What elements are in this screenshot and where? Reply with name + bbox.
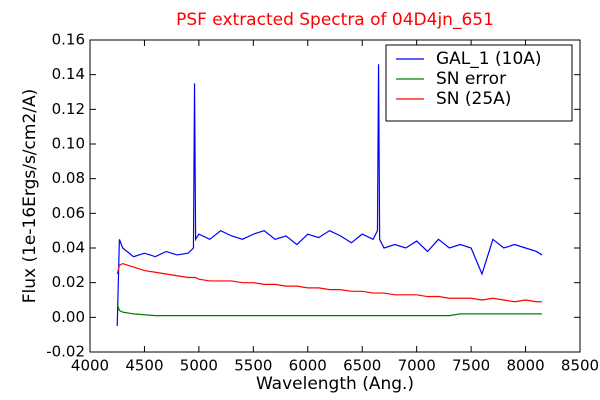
legend-label: SN error [436, 69, 506, 89]
y-tick-label: 0.02 [52, 273, 85, 291]
plot-frame [89, 39, 581, 353]
series-line [116, 64, 543, 327]
y-tick-label: 0.14 [52, 65, 85, 83]
y-tick-label: 0.12 [52, 100, 85, 118]
x-tick-label: 5000 [180, 357, 218, 375]
y-tick-label: 0.10 [52, 135, 85, 153]
y-tick-label: -0.02 [46, 343, 85, 361]
x-tick-label: 4500 [125, 357, 163, 375]
x-tick-label: 7000 [398, 357, 436, 375]
series-line [116, 303, 542, 317]
y-tick-label: 0.00 [52, 308, 85, 326]
y-tick-label: 0.06 [52, 204, 85, 222]
chart-title: PSF extracted Spectra of 04D4jn_651 [176, 10, 494, 30]
x-tick-label: 8000 [506, 357, 544, 375]
x-tick-label: 7500 [452, 357, 490, 375]
x-tick-label: 6500 [343, 357, 381, 375]
legend-frame [385, 44, 573, 122]
legend-label: SN (25A) [436, 89, 511, 109]
series-line [116, 262, 542, 303]
x-axis-label: Wavelength (Ang.) [256, 374, 414, 394]
y-tick-label: 0.04 [52, 239, 85, 257]
x-tick-label: 8500 [561, 357, 599, 375]
x-tick-label: 4000 [71, 357, 109, 375]
y-tick-label: 0.08 [52, 169, 85, 187]
y-axis-label: Flux (1e-16Ergs/s/cm2/A) [20, 89, 40, 304]
y-tick-label: 0.16 [52, 31, 85, 49]
x-tick-label: 6000 [289, 357, 327, 375]
legend-label: GAL_1 (10A) [436, 49, 542, 69]
x-tick-label: 5500 [234, 357, 272, 375]
